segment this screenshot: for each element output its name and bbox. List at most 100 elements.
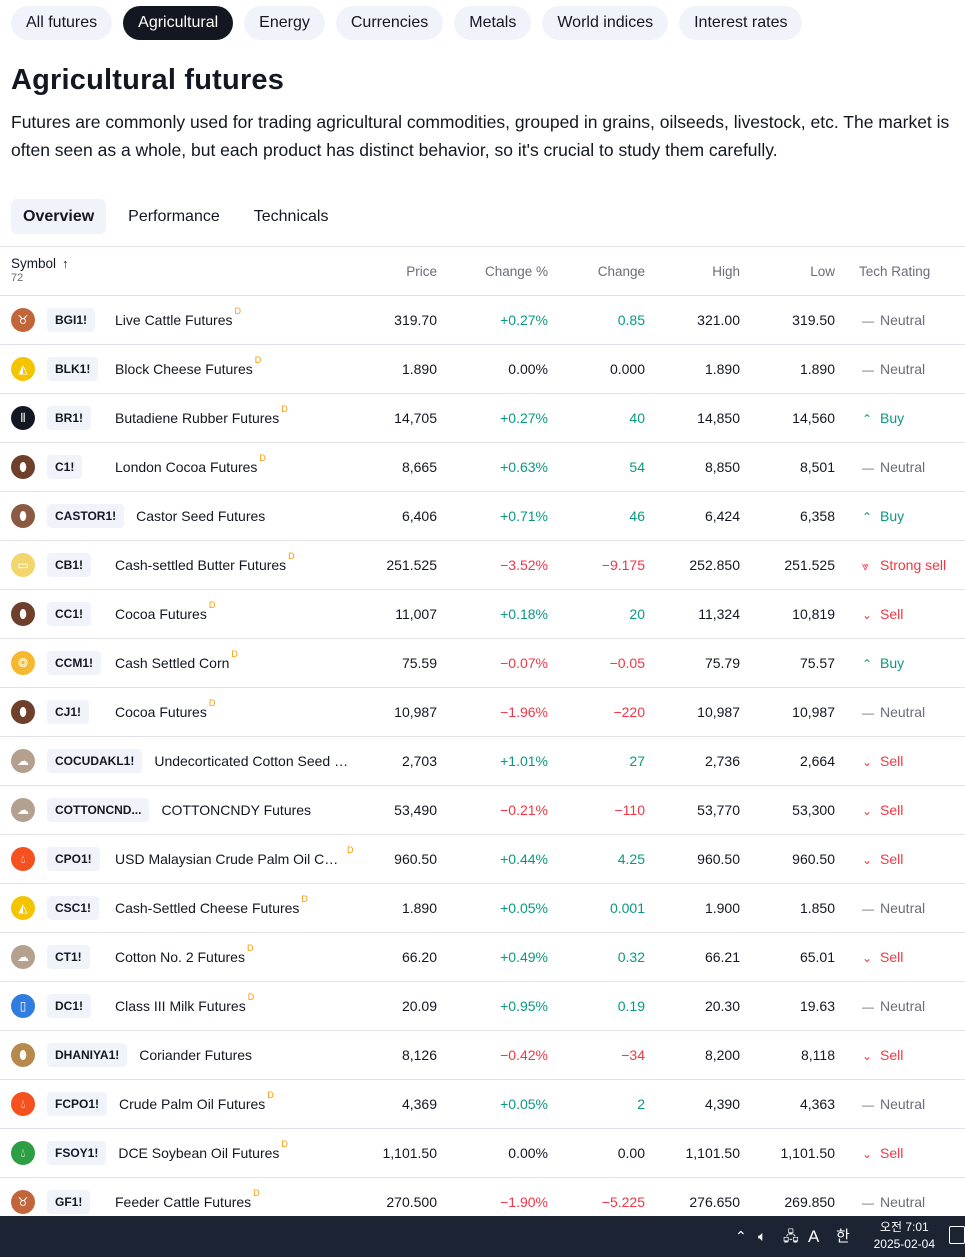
- oil-drop-icon: 💧︎: [11, 1141, 35, 1165]
- high-cell: 66.21: [704, 949, 740, 965]
- tab-performance[interactable]: Performance: [128, 208, 220, 225]
- column-header-change-percent[interactable]: Change %: [484, 264, 548, 279]
- table-row[interactable]: ☁ CT1! Cotton No. 2 Futures D 66.20 +0.49% 0.3…: [0, 933, 965, 982]
- ticker-badge[interactable]: CSC1!: [47, 896, 100, 920]
- ticker-badge[interactable]: DHANIYA1!: [47, 1043, 128, 1067]
- cheese-icon: ◭: [11, 357, 35, 381]
- ticker-badge[interactable]: GF1!: [47, 1190, 91, 1214]
- instrument-name[interactable]: Undecorticated Cotton Seed …: [154, 753, 349, 769]
- chevron-up-icon[interactable]: ⌃: [735, 1228, 747, 1244]
- table-row[interactable]: ▯ DC1! Class III Milk Futures D 20.09 +0.95% 0…: [0, 982, 965, 1031]
- ticker-badge[interactable]: C1!: [47, 455, 83, 479]
- table-row[interactable]: 💧︎ FSOY1! DCE Soybean Oil Futures D 1,101.50…: [0, 1129, 965, 1178]
- column-header-change[interactable]: Change: [597, 264, 645, 279]
- change-percent-cell: +0.95%: [500, 998, 548, 1014]
- instrument-name[interactable]: Cotton No. 2 Futures: [115, 949, 245, 965]
- ticker-badge[interactable]: CT1!: [47, 945, 90, 969]
- table-row[interactable]: 💧︎ CPO1! USD Malaysian Crude Palm Oil Ca… D…: [0, 835, 965, 884]
- rating-sell-icon: ⌄: [862, 608, 873, 622]
- instrument-name[interactable]: USD Malaysian Crude Palm Oil Ca…: [115, 851, 345, 867]
- instrument-name[interactable]: London Cocoa Futures: [115, 459, 258, 475]
- category-tab-all-futures[interactable]: All futures: [11, 6, 113, 40]
- rating-neutral-icon: —: [862, 314, 874, 328]
- ticker-badge[interactable]: FSOY1!: [47, 1141, 107, 1165]
- ticker-badge[interactable]: CCM1!: [47, 651, 101, 675]
- ime-language-indicator[interactable]: 한: [836, 1228, 850, 1245]
- tech-rating: — Neutral: [862, 1080, 925, 1129]
- table-row[interactable]: ♉ BGI1! Live Cattle Futures D 319.70 +0.27% 0.…: [0, 296, 965, 345]
- ticker-badge[interactable]: CPO1!: [47, 847, 100, 871]
- speaker-icon[interactable]: 🔈︎: [758, 1228, 767, 1244]
- instrument-name[interactable]: Butadiene Rubber Futures: [115, 410, 280, 426]
- ticker-badge[interactable]: CASTOR1!: [47, 504, 125, 528]
- column-header-high[interactable]: High: [712, 264, 740, 279]
- high-cell: 14,850: [697, 410, 740, 426]
- change-percent-cell: +1.01%: [500, 753, 548, 769]
- table-row[interactable]: ⬮ C1! London Cocoa Futures D 8,665 +0.63% 54 8,…: [0, 443, 965, 492]
- table-row[interactable]: ☁ COTTONCND... COTTONCNDY Futures 53,490 −0.…: [0, 786, 965, 835]
- table-row[interactable]: ⬮ DHANIYA1! Coriander Futures 8,126 −0.42% −3…: [0, 1031, 965, 1080]
- category-tab-energy[interactable]: Energy: [244, 6, 325, 40]
- low-cell: 6,358: [799, 508, 835, 524]
- instrument-name[interactable]: Coriander Futures: [139, 1047, 253, 1063]
- tab-technicals[interactable]: Technicals: [253, 208, 329, 225]
- instrument-name[interactable]: Cash Settled Corn: [115, 655, 230, 671]
- tech-rating: ⌄ Sell: [862, 590, 903, 639]
- table-row[interactable]: 💧︎ FCPO1! Crude Palm Oil Futures D 4,369 +0.0…: [0, 1080, 965, 1129]
- ticker-badge[interactable]: CB1!: [47, 553, 92, 577]
- ticker-badge[interactable]: COCUDAKL1!: [47, 749, 143, 773]
- table-row[interactable]: ◭ CSC1! Cash-Settled Cheese Futures D 1.890 +…: [0, 884, 965, 933]
- table-row[interactable]: ◭ BLK1! Block Cheese Futures D 1.890 0.00% 0.0…: [0, 345, 965, 394]
- price-cell: 75.59: [401, 655, 437, 671]
- instrument-name[interactable]: Block Cheese Futures: [115, 361, 253, 377]
- ticker-badge[interactable]: FCPO1!: [47, 1092, 108, 1116]
- price-cell: 10,987: [394, 704, 437, 720]
- clock-time: 오전 7:01: [879, 1220, 929, 1234]
- instrument-name[interactable]: COTTONCNDY Futures: [161, 802, 312, 818]
- table-row[interactable]: ♉ GF1! Feeder Cattle Futures D 270.500 −1.90%…: [0, 1178, 965, 1227]
- ime-mode-indicator[interactable]: A: [808, 1227, 820, 1246]
- table-row[interactable]: ⦀ BR1! Butadiene Rubber Futures D 14,705 +0.2…: [0, 394, 965, 443]
- column-header-price[interactable]: Price: [406, 264, 437, 279]
- table-row[interactable]: ⬮ CJ1! Cocoa Futures D 10,987 −1.96% −220 10,98…: [0, 688, 965, 737]
- ticker-badge[interactable]: CJ1!: [47, 700, 90, 724]
- table-row[interactable]: ⬮ CASTOR1! Castor Seed Futures 6,406 +0.71% 4…: [0, 492, 965, 541]
- instrument-name[interactable]: Cash-Settled Cheese Futures: [115, 900, 300, 916]
- ticker-badge[interactable]: BR1!: [47, 406, 92, 430]
- table-row[interactable]: ☁ COCUDAKL1! Undecorticated Cotton Seed … 2…: [0, 737, 965, 786]
- ticker-badge[interactable]: CC1!: [47, 602, 92, 626]
- instrument-name[interactable]: DCE Soybean Oil Futures: [118, 1145, 280, 1161]
- category-tab-world-indices[interactable]: World indices: [542, 6, 669, 40]
- instrument-name[interactable]: Crude Palm Oil Futures: [119, 1096, 266, 1112]
- instrument-name[interactable]: Castor Seed Futures: [136, 508, 266, 524]
- notification-icon[interactable]: [949, 1226, 965, 1244]
- rating-label: Buy: [880, 508, 905, 524]
- instrument-name[interactable]: Cocoa Futures: [115, 704, 207, 720]
- rating-label: Neutral: [880, 361, 926, 377]
- price-cell: 1,101.50: [382, 1145, 438, 1161]
- instrument-name[interactable]: Live Cattle Futures: [115, 312, 233, 328]
- table-row[interactable]: ▭ CB1! Cash-settled Butter Futures D 251.525…: [0, 541, 965, 590]
- instrument-name[interactable]: Cash-settled Butter Futures: [115, 557, 287, 573]
- ticker-badge[interactable]: BLK1!: [47, 357, 99, 381]
- category-tab-metals[interactable]: Metals: [454, 6, 532, 40]
- column-header-symbol[interactable]: Symbol ↑ 72: [11, 256, 69, 284]
- category-tab-currencies[interactable]: Currencies: [335, 6, 444, 40]
- taskbar-clock[interactable]: 오전 7:01 2025-02-04: [874, 1219, 935, 1253]
- ticker-badge[interactable]: DC1!: [47, 994, 92, 1018]
- tab-overview[interactable]: Overview: [11, 199, 107, 234]
- rating-neutral-icon: —: [862, 461, 874, 475]
- table-row[interactable]: ⬮ CC1! Cocoa Futures D 11,007 +0.18% 20 11,324 1…: [0, 590, 965, 639]
- column-header-low[interactable]: Low: [810, 264, 835, 279]
- ticker-badge[interactable]: BGI1!: [47, 308, 96, 332]
- change-cell: 40: [629, 410, 645, 426]
- instrument-name[interactable]: Cocoa Futures: [115, 606, 207, 622]
- table-row[interactable]: ❂ CCM1! Cash Settled Corn D 75.59 −0.07% −0.05…: [0, 639, 965, 688]
- network-icon[interactable]: 🖧︎: [783, 1228, 799, 1244]
- instrument-name[interactable]: Class III Milk Futures: [115, 998, 246, 1014]
- symbol-header-label: Symbol: [11, 256, 57, 271]
- column-header-tech-rating[interactable]: Tech Rating: [859, 264, 931, 279]
- category-tab-agricultural[interactable]: Agricultural: [123, 6, 234, 40]
- ticker-badge[interactable]: COTTONCND...: [47, 798, 150, 822]
- category-tab-interest-rates[interactable]: Interest rates: [679, 6, 803, 40]
